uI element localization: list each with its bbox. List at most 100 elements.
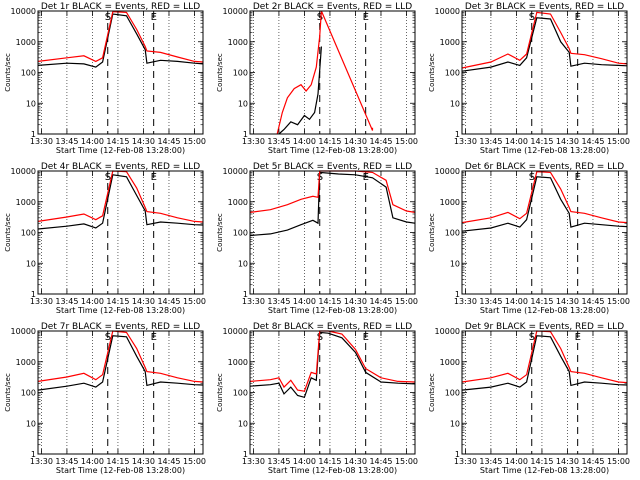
x-tick-label-2: 14:00 [505, 457, 528, 466]
x-tick-label-6: 15:00 [395, 137, 418, 146]
y-tick-label-4: 10000 [223, 327, 248, 336]
x-tick-label-3: 14:15 [530, 137, 553, 146]
panel-title: Det 4r BLACK = Events, RED = LLD [41, 162, 200, 172]
x-tick-label-3: 14:15 [530, 297, 553, 306]
x-tick-label-2: 14:00 [505, 297, 528, 306]
x-tick-label-1: 13:45 [55, 297, 78, 306]
marker-label-S: S [105, 12, 111, 23]
y-axis-label: Counts/sec [216, 213, 224, 252]
x-tick-label-6: 15:00 [183, 297, 206, 306]
series-events-line [249, 171, 416, 237]
x-tick-label-0: 13:30 [242, 137, 265, 146]
marker-label-S: S [105, 172, 111, 183]
y-tick-label-4: 10000 [435, 327, 460, 336]
x-tick-label-4: 14:30 [132, 137, 155, 146]
x-tick-label-6: 15:00 [395, 297, 418, 306]
x-tick-label-4: 14:30 [556, 137, 579, 146]
panel-title: Det 6r BLACK = Events, RED = LLD [465, 162, 624, 172]
x-tick-label-1: 13:45 [267, 137, 290, 146]
y-axis-label: Counts/sec [428, 373, 436, 412]
y-tick-label-0: 1 [243, 130, 248, 139]
panel-title: Det 1r BLACK = Events, RED = LLD [41, 2, 200, 12]
x-tick-label-1: 13:45 [55, 457, 78, 466]
y-tick-label-0: 1 [243, 450, 248, 459]
marker-label-E: E [363, 12, 369, 23]
y-tick-label-3: 1000 [16, 198, 36, 207]
y-axis-label: Counts/sec [4, 53, 12, 92]
x-tick-label-1: 13:45 [267, 297, 290, 306]
y-tick-label-0: 1 [455, 450, 460, 459]
y-tick-label-1: 10 [450, 259, 460, 268]
y-tick-label-3: 1000 [16, 358, 36, 367]
marker-label-S: S [529, 12, 535, 23]
x-tick-label-0: 13:30 [454, 297, 477, 306]
y-tick-label-4: 10000 [223, 167, 248, 176]
y-tick-label-2: 100 [445, 69, 460, 78]
panel-title: Det 7r BLACK = Events, RED = LLD [41, 322, 200, 332]
y-tick-label-1: 10 [26, 259, 36, 268]
y-tick-label-2: 100 [233, 389, 248, 398]
x-tick-label-4: 14:30 [132, 457, 155, 466]
series-lld-line [461, 11, 628, 69]
y-tick-label-0: 1 [31, 290, 36, 299]
series-lld-line [37, 11, 204, 63]
panel-title: Det 9r BLACK = Events, RED = LLD [465, 322, 624, 332]
plot-frame [37, 170, 204, 295]
panel-title: Det 5r BLACK = Events, RED = LLD [253, 162, 412, 172]
series-events-line [37, 13, 204, 68]
x-tick-label-2: 14:00 [293, 137, 316, 146]
x-tick-label-0: 13:30 [242, 457, 265, 466]
y-tick-label-4: 10000 [11, 327, 36, 336]
x-axis-label: Start Time (12-Feb-08 13:28:00) [480, 146, 609, 155]
y-tick-label-4: 10000 [223, 7, 248, 16]
x-axis-label: Start Time (12-Feb-08 13:28:00) [268, 466, 397, 475]
x-axis-label: Start Time (12-Feb-08 13:28:00) [56, 146, 185, 155]
y-tick-label-0: 1 [31, 450, 36, 459]
x-tick-label-3: 14:15 [318, 137, 341, 146]
x-axis-label: Start Time (12-Feb-08 13:28:00) [480, 466, 609, 475]
x-tick-label-1: 13:45 [55, 137, 78, 146]
series-events-line [249, 331, 416, 399]
x-axis-label: Start Time (12-Feb-08 13:28:00) [480, 306, 609, 315]
y-tick-label-1: 10 [26, 99, 36, 108]
series-lld-line [249, 330, 416, 392]
plot-frame [461, 170, 628, 295]
x-tick-label-0: 13:30 [454, 137, 477, 146]
series-lld-line [37, 330, 204, 383]
x-tick-label-2: 14:00 [293, 297, 316, 306]
marker-label-E: E [151, 12, 157, 23]
x-tick-label-6: 15:00 [607, 297, 630, 306]
y-tick-label-1: 10 [450, 99, 460, 108]
x-tick-label-2: 14:00 [505, 137, 528, 146]
series-lld-line [37, 170, 204, 223]
x-tick-label-2: 14:00 [293, 457, 316, 466]
y-tick-label-1: 10 [238, 259, 248, 268]
y-tick-label-4: 10000 [435, 7, 460, 16]
x-tick-label-2: 14:00 [81, 457, 104, 466]
x-axis-label: Start Time (12-Feb-08 13:28:00) [268, 306, 397, 315]
plot-frame [461, 330, 628, 455]
x-tick-label-4: 14:30 [556, 457, 579, 466]
series-events-line [461, 335, 628, 391]
x-tick-label-4: 14:30 [556, 297, 579, 306]
x-tick-label-3: 14:15 [106, 457, 129, 466]
x-tick-label-1: 13:45 [479, 297, 502, 306]
x-tick-label-6: 15:00 [183, 457, 206, 466]
series-lld-line [461, 330, 628, 384]
x-axis-label: Start Time (12-Feb-08 13:28:00) [56, 466, 185, 475]
x-tick-label-3: 14:15 [318, 457, 341, 466]
marker-label-E: E [575, 332, 581, 343]
x-tick-label-5: 14:45 [369, 137, 392, 146]
x-tick-label-4: 14:30 [344, 137, 367, 146]
x-tick-label-1: 13:45 [479, 457, 502, 466]
x-tick-label-0: 13:30 [30, 457, 53, 466]
panel-title: Det 2r BLACK = Events, RED = LLD [253, 2, 412, 12]
marker-label-E: E [363, 172, 369, 183]
x-tick-label-5: 14:45 [581, 137, 604, 146]
